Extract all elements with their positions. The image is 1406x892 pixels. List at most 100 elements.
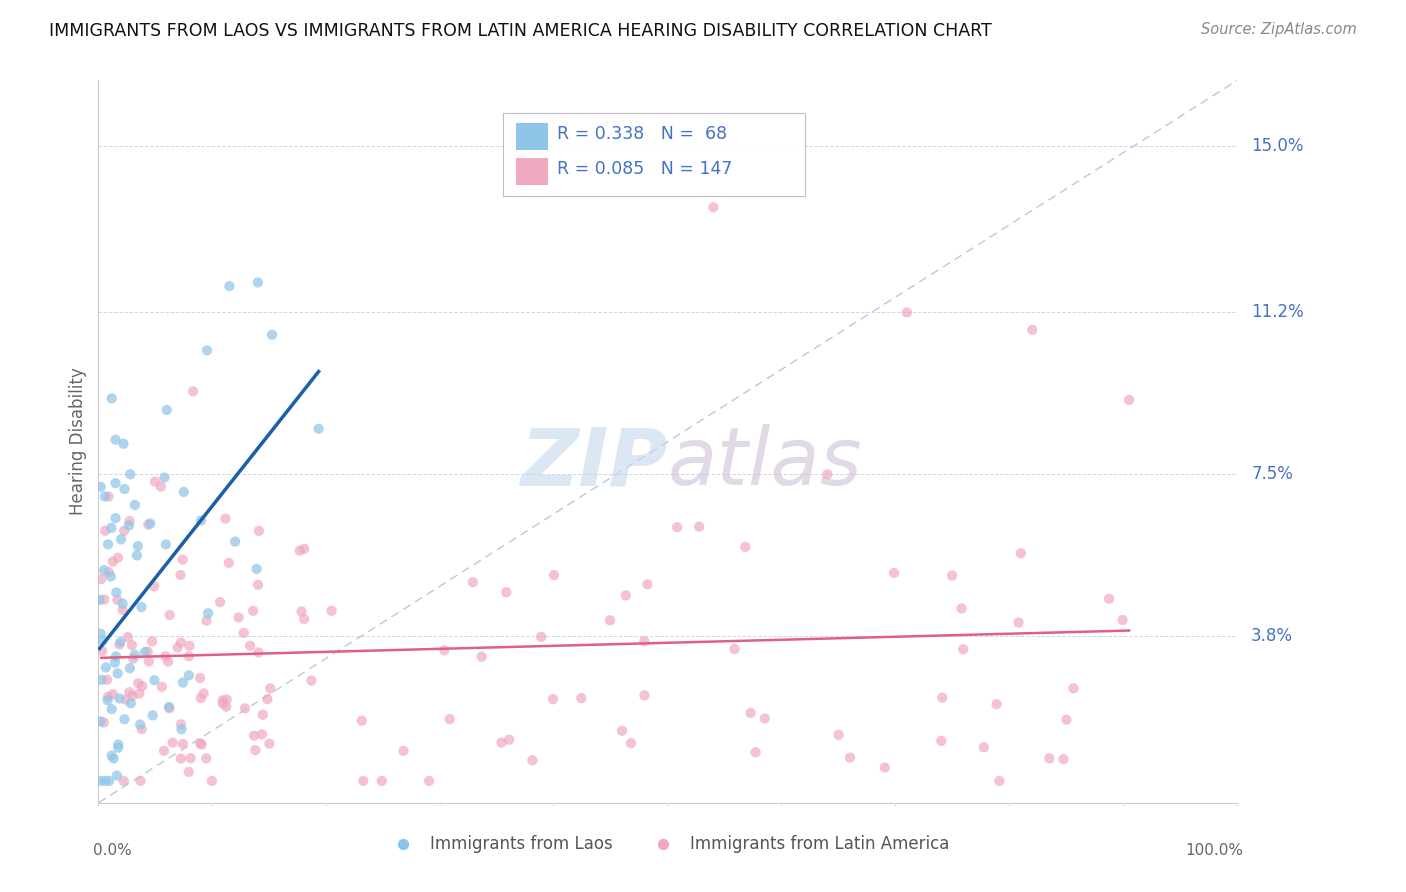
Point: [118, 685, 141, 699]
Point: [433, 643, 456, 657]
Point: [633, 689, 655, 703]
Text: 0.0%: 0.0%: [93, 843, 132, 857]
Point: [153, 744, 176, 758]
Point: [666, 520, 689, 534]
Point: [94, 490, 117, 504]
Point: [243, 729, 266, 743]
Point: [1021, 323, 1043, 337]
Point: [107, 666, 129, 681]
Point: [155, 537, 177, 551]
Point: [105, 585, 128, 599]
Point: [883, 566, 905, 580]
Point: [620, 736, 643, 750]
Point: [91, 644, 114, 658]
Point: [104, 511, 127, 525]
Point: [242, 604, 264, 618]
Legend: Immigrants from Laos, Immigrants from Latin America: Immigrants from Laos, Immigrants from La…: [380, 828, 956, 860]
Point: [352, 773, 374, 788]
Point: [129, 773, 152, 788]
Point: [569, 691, 592, 706]
Point: [193, 686, 215, 700]
Point: [117, 630, 139, 644]
Point: [1052, 752, 1074, 766]
Point: [110, 533, 132, 547]
Point: [120, 696, 142, 710]
Point: [108, 638, 131, 652]
Point: [195, 614, 218, 628]
Point: [107, 740, 129, 755]
Point: [169, 568, 191, 582]
Point: [371, 773, 394, 788]
Point: [439, 712, 461, 726]
Text: 15.0%: 15.0%: [1251, 137, 1303, 155]
Point: [118, 661, 141, 675]
Point: [299, 673, 322, 688]
Point: [815, 467, 838, 482]
Point: [290, 604, 312, 618]
Point: [195, 343, 218, 358]
Point: [172, 552, 194, 566]
Point: [247, 524, 270, 538]
Point: [150, 680, 173, 694]
Point: [190, 514, 212, 528]
Point: [723, 642, 745, 657]
Point: [98, 773, 121, 788]
Text: 3.8%: 3.8%: [1251, 627, 1294, 646]
Point: [90, 572, 112, 586]
Point: [100, 392, 122, 406]
Point: [131, 600, 153, 615]
Point: [121, 638, 143, 652]
Point: [153, 470, 176, 484]
Point: [292, 541, 315, 556]
Point: [112, 436, 135, 450]
Point: [873, 760, 896, 774]
Point: [181, 384, 204, 399]
Point: [90, 626, 112, 640]
Point: [111, 597, 134, 611]
Text: atlas: atlas: [668, 425, 863, 502]
Point: [1111, 613, 1133, 627]
Point: [131, 722, 153, 736]
Point: [214, 511, 236, 525]
Point: [988, 773, 1011, 788]
Point: [159, 608, 181, 623]
Point: [138, 655, 160, 669]
Point: [495, 585, 517, 599]
Point: [215, 692, 238, 706]
Text: R = 0.338   N =  68: R = 0.338 N = 68: [557, 126, 727, 144]
Point: [827, 728, 849, 742]
Point: [90, 480, 112, 494]
FancyBboxPatch shape: [516, 158, 548, 185]
Point: [541, 692, 564, 706]
Point: [121, 689, 143, 703]
Point: [128, 687, 150, 701]
Point: [633, 634, 655, 648]
Point: [141, 634, 163, 648]
Point: [162, 736, 184, 750]
Point: [170, 722, 193, 736]
Point: [190, 690, 212, 705]
Point: [143, 475, 166, 489]
Point: [97, 537, 120, 551]
Point: [136, 517, 159, 532]
Point: [1038, 751, 1060, 765]
Point: [159, 701, 181, 715]
Point: [543, 568, 565, 582]
Point: [93, 563, 115, 577]
Point: [94, 524, 117, 538]
Point: [232, 625, 254, 640]
Point: [702, 200, 724, 214]
Point: [124, 648, 146, 662]
Point: [104, 649, 127, 664]
Point: [190, 738, 212, 752]
Point: [246, 562, 269, 576]
Point: [108, 691, 131, 706]
Point: [228, 610, 250, 624]
Point: [136, 644, 159, 658]
Point: [260, 327, 283, 342]
Point: [118, 514, 141, 528]
Point: [114, 712, 136, 726]
Point: [125, 549, 148, 563]
Point: [91, 633, 114, 648]
Point: [110, 635, 132, 649]
